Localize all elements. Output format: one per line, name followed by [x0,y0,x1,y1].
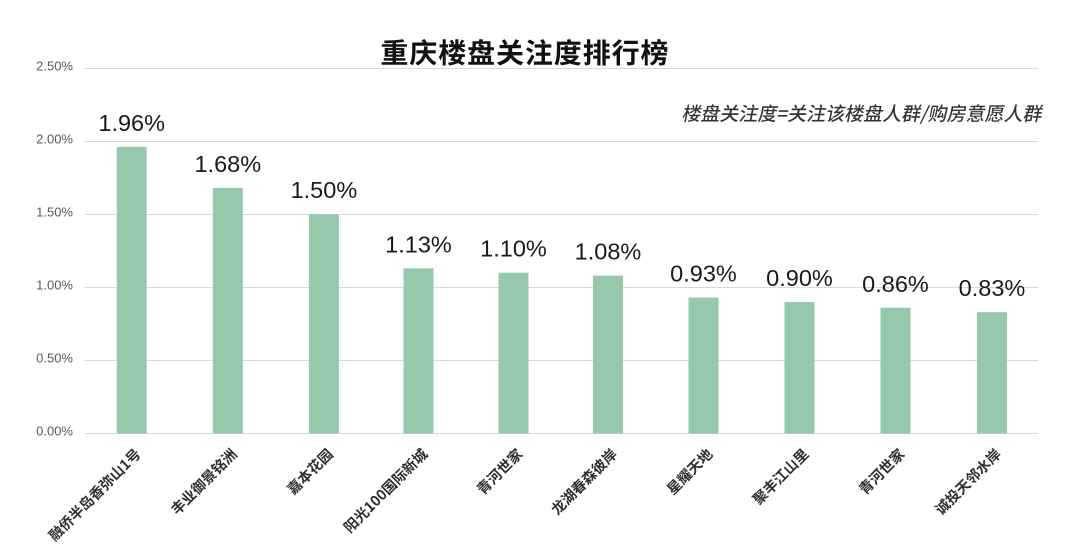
svg-text:0.90%: 0.90% [766,265,833,291]
svg-text:1.08%: 1.08% [575,239,642,265]
svg-text:1.50%: 1.50% [36,205,73,220]
svg-text:0.86%: 0.86% [862,271,929,297]
svg-text:1.13%: 1.13% [385,231,452,257]
svg-text:0.83%: 0.83% [959,275,1026,301]
svg-text:1.00%: 1.00% [36,278,73,293]
svg-text:1.50%: 1.50% [291,177,358,203]
svg-text:1.96%: 1.96% [98,110,165,136]
svg-text:1.68%: 1.68% [194,151,261,177]
svg-text:0.00%: 0.00% [36,424,73,439]
svg-text:0.50%: 0.50% [36,351,73,366]
svg-text:2.50%: 2.50% [36,59,73,74]
svg-text:0.93%: 0.93% [670,261,737,287]
svg-text:1.10%: 1.10% [480,236,547,262]
svg-text:2.00%: 2.00% [36,132,73,147]
